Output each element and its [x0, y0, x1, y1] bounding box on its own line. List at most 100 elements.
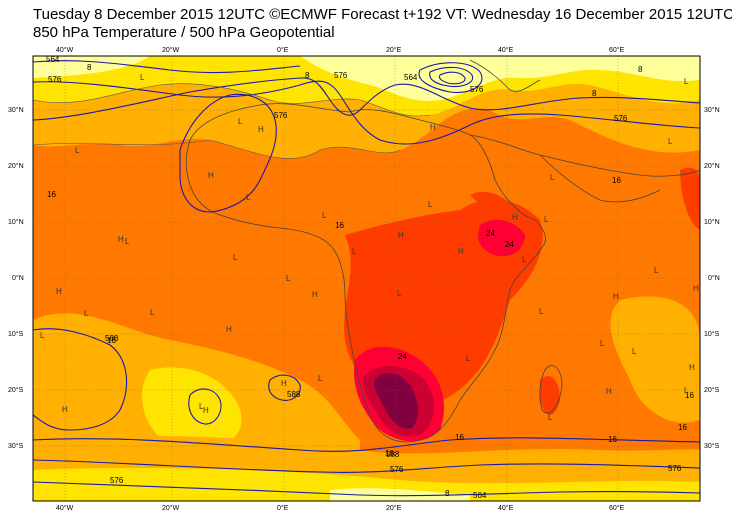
low-mark: L — [632, 347, 637, 356]
high-mark: H — [208, 171, 214, 180]
lon-label: 60°E — [609, 46, 625, 54]
temp-label: 8 — [592, 89, 597, 98]
low-mark: L — [233, 253, 238, 262]
high-mark: H — [512, 213, 518, 222]
high-mark: H — [613, 292, 619, 301]
low-mark: L — [246, 193, 251, 202]
contour-564-south — [33, 481, 700, 497]
low-mark: L — [84, 309, 89, 318]
lon-label: 40°W — [56, 504, 74, 512]
geo-label: 576 — [334, 71, 348, 80]
graticule — [33, 56, 700, 501]
contour-low-med-3 — [438, 71, 466, 85]
lat-labels-left: 30°N 20°N 10°N 0°N 10°S 20°S 30°S — [8, 106, 24, 450]
low-mark: L — [522, 255, 527, 264]
temp-label: 24 — [505, 240, 514, 249]
lat-label: 20°N — [8, 162, 24, 170]
high-mark: H — [62, 405, 68, 414]
temp-band-lt8-south — [330, 488, 470, 501]
low-mark: L — [428, 200, 433, 209]
low-mark: L — [544, 215, 549, 224]
geo-label: 564 — [473, 491, 487, 500]
lat-label: 20°S — [704, 386, 720, 394]
temp-band-24-28-horn — [478, 219, 525, 257]
lat-label: 10°S — [704, 330, 720, 338]
madagascar-coast — [539, 365, 563, 414]
geo-label: 588 — [287, 390, 301, 399]
low-mark: L — [150, 308, 155, 317]
temp-label: 8 — [445, 489, 450, 498]
low-mark: L — [199, 402, 204, 411]
temperature-contours — [33, 83, 431, 159]
temp-label: 16 — [335, 221, 344, 230]
geo-label: 576 — [274, 111, 288, 120]
lon-label: 40°W — [56, 46, 74, 54]
high-mark: H — [258, 125, 264, 134]
high-mark: H — [430, 123, 436, 132]
temp-label: 16 — [385, 449, 394, 458]
geo-label: 564 — [46, 55, 60, 64]
lon-label: 0°E — [277, 46, 289, 54]
temp-band-12-16-east — [610, 296, 700, 423]
lon-label: 20°E — [386, 504, 402, 512]
map-frame — [32, 55, 701, 502]
temp-label: 16 — [612, 176, 621, 185]
contour-588-south — [33, 437, 700, 452]
contour-576-south — [33, 459, 700, 473]
low-mark: L — [40, 331, 45, 340]
lon-label: 0°E — [277, 504, 289, 512]
geo-label: 576 — [48, 75, 62, 84]
low-mark: L — [75, 146, 80, 155]
lon-label: 40°E — [498, 46, 514, 54]
low-mark: L — [238, 117, 243, 126]
temperature-labels: 8 8 8 8 16 16 16 16 16 16 24 24 24 16 16… — [47, 63, 694, 498]
lat-label: 30°N — [704, 106, 720, 114]
lon-labels-bottom: 40°W 20°W 0°E 20°E 40°E 60°E — [56, 504, 625, 512]
geo-label: 588 — [386, 450, 400, 459]
isotherm-16 — [33, 139, 401, 159]
temp-label: 24 — [486, 229, 495, 238]
contour-576-north — [33, 80, 700, 145]
temp-band-20-24-east — [680, 167, 700, 230]
lat-label: 20°S — [8, 386, 24, 394]
med-coast — [469, 59, 541, 92]
contour-low-med-1 — [418, 62, 483, 94]
low-mark: L — [125, 237, 130, 246]
geo-label: 576 — [470, 85, 484, 94]
high-mark: H — [56, 287, 62, 296]
low-mark: L — [539, 307, 544, 316]
lon-label: 20°W — [162, 504, 180, 512]
lat-label: 0°N — [708, 274, 720, 282]
low-mark: L — [466, 354, 471, 363]
low-mark: L — [322, 211, 327, 220]
lat-label: 30°S — [704, 442, 720, 450]
lat-label: 10°S — [8, 330, 24, 338]
lat-label: 0°N — [12, 274, 24, 282]
contour-588-africa-west — [179, 93, 277, 213]
high-mark: H — [203, 406, 209, 415]
temp-label: 8 — [638, 65, 643, 74]
low-mark: L — [286, 274, 291, 283]
low-mark: L — [397, 289, 402, 298]
high-mark: H — [689, 363, 695, 372]
lon-label: 20°W — [162, 46, 180, 54]
low-mark: L — [668, 137, 673, 146]
temp-band-20-24-madagascar — [540, 376, 560, 415]
lat-label: 30°N — [8, 106, 24, 114]
low-mark: L — [140, 73, 145, 82]
low-mark: L — [318, 374, 323, 383]
high-mark: H — [312, 290, 318, 299]
low-mark: L — [654, 266, 659, 275]
high-mark: H — [458, 247, 464, 256]
high-mark: H — [226, 325, 232, 334]
high-mark: H — [398, 231, 404, 240]
africa-coast — [185, 103, 546, 443]
high-mark: H — [281, 379, 287, 388]
temp-band-lt8-nw — [33, 56, 150, 78]
lon-labels-top: 40°W 20°W 0°E 20°E 40°E 60°E — [56, 46, 625, 54]
temperature-field — [33, 56, 700, 501]
geo-label: 576 — [110, 476, 124, 485]
temp-label: 16 — [685, 391, 694, 400]
lat-label: 10°N — [8, 218, 24, 226]
chart-title: Tuesday 8 December 2015 12UTC ©ECMWF For… — [33, 6, 732, 23]
